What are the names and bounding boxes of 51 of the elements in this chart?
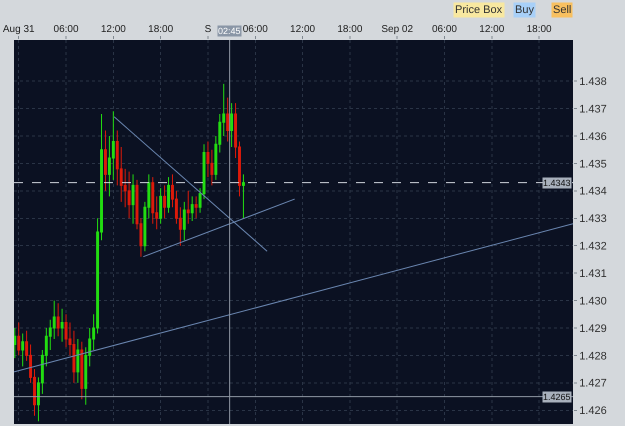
y-tick-label: 1.437 (579, 103, 607, 116)
y-tick-label: 1.431 (579, 268, 607, 280)
candlestick (132, 174, 135, 224)
y-tick-label: 1.436 (579, 130, 607, 143)
y-tick-label: 1.426 (579, 405, 607, 418)
x-tick-label: 18:00 (337, 24, 363, 35)
candlestick (128, 171, 131, 219)
x-tick-label: Aug 31 (2, 24, 36, 35)
text: Sell (553, 4, 572, 16)
x-tick-label: S (204, 24, 212, 35)
x-tick-label: 06:00 (242, 24, 268, 35)
x-tick-label: 18:00 (526, 24, 552, 35)
y-tick-label: 1.433 (579, 213, 607, 226)
candlestick (104, 130, 107, 192)
y-tick-label: 1.432 (579, 240, 607, 253)
candlestick (159, 188, 162, 224)
candlestick (76, 338, 80, 384)
x-tick-label: 12:00 (479, 24, 505, 35)
x-tick-label: 12:00 (100, 24, 126, 35)
candlestick (17, 322, 20, 356)
candlestick (190, 196, 194, 222)
y-tick-label: 1.429 (579, 322, 607, 335)
candlestick (194, 196, 198, 219)
x-tick-label: 12:00 (290, 24, 316, 35)
candlestick (80, 341, 84, 400)
candlestick (167, 176, 170, 214)
candlestick (60, 308, 64, 342)
text: Price Box (455, 4, 503, 16)
candlestick (14, 328, 16, 359)
y-tick-label: 1.427 (579, 378, 607, 390)
x-tick-label: 06:00 (432, 24, 458, 35)
ref-line-label: 1.4265 (543, 392, 571, 402)
x-tick-label: 06:00 (54, 24, 79, 35)
candlestick (21, 332, 24, 367)
y-tick-label: 1.428 (579, 350, 607, 362)
candlestick (182, 201, 186, 241)
y-tick-label: 1.434 (579, 186, 607, 198)
y-tick-label: 1.438 (579, 76, 607, 88)
candlestick (163, 184, 166, 219)
ref-line-label: 1.4343 (543, 178, 571, 188)
candlestick (242, 174, 245, 219)
text: Buy (515, 4, 534, 16)
ref-line-label: 02:45 (218, 26, 241, 36)
candlestick (230, 102, 234, 148)
candlestick (56, 302, 60, 337)
x-tick-label: Sep 02 (381, 24, 414, 35)
candlestick (186, 190, 190, 224)
y-tick-label: 1.430 (579, 295, 607, 308)
candlestick (226, 97, 230, 142)
y-tick-label: 1.435 (579, 158, 607, 170)
x-tick-label: 18:00 (148, 24, 174, 35)
